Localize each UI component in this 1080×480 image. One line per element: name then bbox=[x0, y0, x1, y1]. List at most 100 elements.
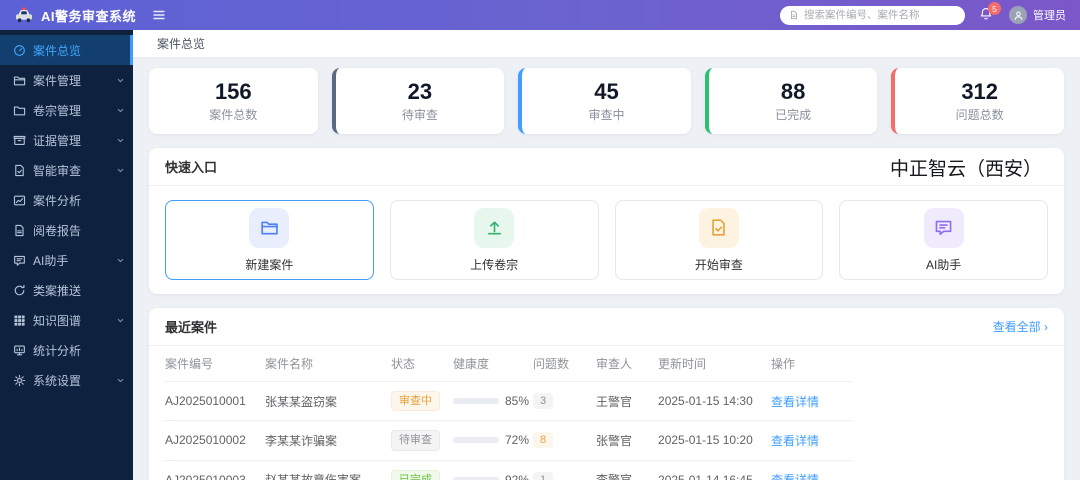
issue-count-badge: 3 bbox=[533, 393, 554, 410]
stat-card[interactable]: 45 审查中 bbox=[518, 68, 691, 134]
stat-card[interactable]: 23 待审查 bbox=[331, 68, 505, 134]
folder-open-icon bbox=[261, 221, 278, 235]
sidebar-item-knowledge-graph[interactable]: 知识图谱 bbox=[0, 305, 133, 335]
menu-collapse-icon[interactable] bbox=[152, 8, 166, 22]
updated-time: 2025-01-15 14:30 bbox=[658, 381, 772, 422]
stat-card[interactable]: 312 问题总数 bbox=[891, 68, 1064, 134]
quick-entry-label: AI助手 bbox=[925, 257, 962, 272]
sidebar-item-case-management[interactable]: 案件管理 bbox=[0, 65, 133, 95]
stat-label: 已完成 bbox=[775, 108, 812, 123]
folder-open-icon bbox=[13, 76, 26, 85]
case-code: AJ2025010001 bbox=[165, 381, 265, 422]
police-car-icon bbox=[16, 7, 32, 23]
sidebar-item-ai-assistant[interactable]: AI助手 bbox=[0, 245, 133, 275]
stat-label: 问题总数 bbox=[955, 108, 1004, 123]
chevron-down-icon bbox=[117, 138, 124, 142]
stat-value: 23 bbox=[407, 78, 433, 104]
sidebar-item-system-settings[interactable]: 系统设置 bbox=[0, 365, 133, 395]
health-percent: 85% bbox=[505, 394, 530, 409]
case-name: 赵某某故意伤害案 bbox=[265, 460, 391, 480]
updated-time: 2025-01-15 10:20 bbox=[658, 420, 772, 461]
sidebar-item-label: 案件分析 bbox=[33, 193, 82, 208]
notification-badge: 5 bbox=[988, 2, 1001, 15]
stat-card[interactable]: 88 已完成 bbox=[704, 68, 878, 134]
sidebar-item-case-overview[interactable]: 案件总览 bbox=[0, 35, 133, 65]
quick-entry-ai-assistant[interactable]: AI助手 bbox=[839, 200, 1048, 280]
chevron-down-icon bbox=[117, 378, 124, 382]
sidebar-item-label: 知识图谱 bbox=[33, 313, 82, 328]
view-all-link[interactable]: 查看全部 › bbox=[992, 320, 1048, 334]
progress-track bbox=[453, 398, 499, 405]
status-badge: 审查中 bbox=[391, 391, 440, 412]
chevron-down-icon bbox=[117, 258, 124, 262]
search-doc-icon bbox=[791, 10, 797, 20]
sidebar-item-review-report[interactable]: 阅卷报告 bbox=[0, 215, 133, 245]
top-header: AI警务审查系统 5 管理员 bbox=[0, 0, 1080, 30]
stat-label: 待审查 bbox=[401, 108, 438, 123]
sidebar-item-smart-review[interactable]: 智能审查 bbox=[0, 155, 133, 185]
report-icon bbox=[15, 224, 24, 236]
column-header: 问题数 bbox=[533, 346, 597, 382]
main-area: 案件总览 156 案件总数 23 待审查 45 审查中 88 已完成 312 bbox=[133, 30, 1080, 480]
user-name: 管理员 bbox=[1033, 10, 1066, 22]
stat-label: 案件总数 bbox=[209, 108, 258, 123]
health-progress: 85% bbox=[453, 394, 529, 408]
stat-value: 312 bbox=[961, 78, 999, 104]
sidebar-item-label: 案件管理 bbox=[33, 73, 82, 88]
recent-cases-title: 最近案件 bbox=[165, 320, 218, 335]
sidebar-item-dossier-management[interactable]: 卷宗管理 bbox=[0, 95, 133, 125]
quick-entry-upload-dossier[interactable]: 上传卷宗 bbox=[389, 200, 599, 280]
sidebar-item-label: 证据管理 bbox=[33, 133, 82, 148]
recent-cases-table: 案件编号 案件名称 状态 健康度 问题数 审查人 更新时间 操作 AJ2025010001 张某… bbox=[165, 346, 852, 480]
quick-entry-start-review[interactable]: 开始审查 bbox=[614, 200, 824, 280]
table-header-row: 案件编号 案件名称 状态 健康度 问题数 审查人 更新时间 操作 bbox=[165, 346, 852, 382]
notification-bell[interactable]: 5 bbox=[979, 2, 1001, 23]
upload-icon bbox=[487, 221, 501, 235]
sidebar-nav: 案件总览 案件管理 卷宗管理 证据管理 智能审查 案件分析 阅卷报告 bbox=[0, 30, 133, 480]
app-title: AI警务审查系统 bbox=[41, 8, 137, 24]
user-menu[interactable]: 管理员 bbox=[1009, 6, 1066, 24]
column-header: 健康度 bbox=[453, 346, 534, 382]
view-detail-link[interactable]: 查看详情 bbox=[771, 394, 820, 409]
stat-value: 156 bbox=[214, 78, 252, 104]
status-badge: 待审查 bbox=[391, 430, 440, 451]
share-icon bbox=[14, 284, 25, 295]
reviewer-name: 张警官 bbox=[596, 420, 659, 461]
case-name: 李某某诈骗案 bbox=[265, 420, 391, 461]
search-box[interactable] bbox=[780, 5, 965, 25]
stat-card[interactable]: 156 案件总数 bbox=[149, 68, 318, 134]
search-input[interactable] bbox=[804, 9, 956, 21]
sidebar-item-label: 系统设置 bbox=[33, 373, 82, 388]
health-progress: 92% bbox=[453, 473, 529, 480]
sidebar-item-evidence-management[interactable]: 证据管理 bbox=[0, 125, 133, 155]
recent-cases-table-wrap: 案件编号 案件名称 状态 健康度 问题数 审查人 更新时间 操作 AJ2025010001 张某… bbox=[149, 346, 1064, 480]
sidebar-item-similar-case-push[interactable]: 类案推送 bbox=[0, 275, 133, 305]
archive-icon bbox=[13, 135, 26, 145]
sidebar-item-label: 统计分析 bbox=[33, 343, 82, 358]
view-detail-link[interactable]: 查看详情 bbox=[771, 433, 820, 448]
issue-count-badge: 1 bbox=[533, 471, 554, 480]
sidebar-item-case-analysis[interactable]: 案件分析 bbox=[0, 185, 133, 215]
chart-icon bbox=[13, 195, 26, 205]
chevron-down-icon bbox=[117, 168, 124, 172]
issue-count-badge: 8 bbox=[533, 432, 554, 449]
quick-entry-grid: 新建案件 上传卷宗 开始审查 AI助手 bbox=[149, 186, 1064, 294]
sidebar-item-label: 案件总览 bbox=[33, 43, 82, 58]
reviewer-name: 李警官 bbox=[596, 460, 659, 480]
health-percent: 92% bbox=[505, 472, 530, 480]
sidebar-item-label: 类案推送 bbox=[33, 283, 82, 298]
user-icon bbox=[1014, 10, 1022, 20]
stat-label: 审查中 bbox=[588, 108, 625, 123]
column-header: 状态 bbox=[391, 346, 453, 382]
chevron-down-icon bbox=[117, 318, 124, 322]
stats-row: 156 案件总数 23 待审查 45 审查中 88 已完成 312 问题总数 bbox=[149, 68, 1064, 134]
sidebar-item-label: 阅卷报告 bbox=[33, 223, 82, 238]
breadcrumb: 案件总览 bbox=[133, 30, 1080, 58]
column-header: 审查人 bbox=[596, 346, 659, 382]
sidebar-item-statistics-analysis[interactable]: 统计分析 bbox=[0, 335, 133, 365]
recent-cases-panel: 最近案件 查看全部 › 案件编号 案件名称 状态 健康度 问题数 审查人 更新时间 操作 AJ… bbox=[149, 308, 1064, 480]
reviewer-name: 王警官 bbox=[596, 381, 659, 422]
quick-entry-new-case[interactable]: 新建案件 bbox=[165, 200, 374, 280]
view-detail-link[interactable]: 查看详情 bbox=[771, 473, 819, 480]
quick-entry-label: 新建案件 bbox=[245, 257, 294, 272]
